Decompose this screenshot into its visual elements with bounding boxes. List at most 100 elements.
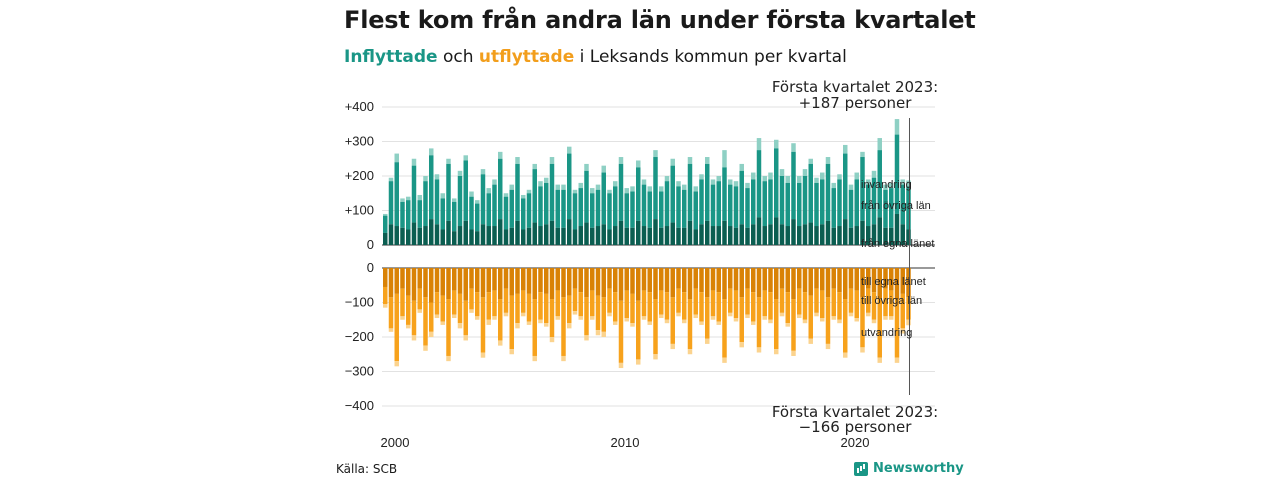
bar-outflow-foreign <box>745 314 750 319</box>
bar-inflow-other <box>751 179 756 225</box>
bar-inflow-other <box>607 193 612 230</box>
bar-outflow-foreign <box>814 312 819 317</box>
y-tick-label: 0 <box>367 237 374 252</box>
bar-outflow-foreign <box>636 359 641 365</box>
bar-outflow-other <box>791 299 796 351</box>
bar-inflow-foreign <box>463 155 468 161</box>
bar-inflow-foreign <box>538 181 543 187</box>
bar-outflow-other <box>871 292 877 320</box>
bar-inflow-own <box>762 226 767 245</box>
bar-inflow-own <box>440 229 445 245</box>
bar-inflow-own <box>710 226 716 245</box>
bar-inflow-foreign <box>722 150 727 168</box>
bar-outflow-foreign <box>578 316 583 320</box>
bar-inflow-own <box>848 227 854 245</box>
bar-outflow-foreign <box>475 316 480 320</box>
bar-outflow-foreign <box>457 323 463 329</box>
bar-outflow-foreign <box>601 331 606 337</box>
bar-outflow-own <box>394 268 399 294</box>
bar-outflow-own <box>900 268 905 294</box>
bar-outflow-other <box>693 288 698 315</box>
label-outflow-own: till egna länet <box>861 276 926 288</box>
bar-inflow-foreign <box>837 174 842 180</box>
bar-outflow-foreign <box>641 316 647 320</box>
bar-outflow-foreign <box>693 314 698 319</box>
bar-inflow-foreign <box>716 176 721 182</box>
bar-outflow-foreign <box>664 319 670 324</box>
bar-inflow-foreign <box>509 184 514 190</box>
bar-inflow-own <box>429 219 434 245</box>
bar-inflow-other <box>831 188 836 228</box>
bar-inflow-foreign <box>808 158 813 164</box>
y-tick-label: +300 <box>345 134 374 149</box>
bar-outflow-other <box>785 292 790 324</box>
bar-inflow-own <box>538 226 543 245</box>
bar-inflow-other <box>693 191 698 230</box>
bar-inflow-own <box>825 220 831 245</box>
bar-outflow-own <box>383 268 388 287</box>
bar-inflow-other <box>687 163 693 221</box>
bar-inflow-foreign <box>791 143 796 152</box>
bar-outflow-other <box>383 286 388 305</box>
bar-inflow-foreign <box>831 182 836 189</box>
bar-outflow-foreign <box>825 343 831 350</box>
bar-inflow-foreign <box>607 189 612 194</box>
bar-outflow-foreign <box>567 323 572 329</box>
bar-inflow-other <box>417 200 422 228</box>
bar-outflow-own <box>446 268 451 300</box>
bar-inflow-other <box>808 163 813 223</box>
bar-outflow-other <box>624 290 629 319</box>
bar-inflow-own <box>521 229 526 245</box>
bar-outflow-other <box>475 292 480 317</box>
bar-outflow-own <box>871 268 877 293</box>
bar-inflow-foreign <box>699 174 704 180</box>
bar-inflow-foreign <box>906 180 911 187</box>
bar-outflow-other <box>486 292 491 320</box>
bar-outflow-own <box>417 268 422 289</box>
bar-outflow-own <box>722 268 727 300</box>
bar-outflow-own <box>584 268 589 298</box>
bar-outflow-other <box>498 299 503 341</box>
bar-inflow-other <box>469 196 474 230</box>
bar-outflow-own <box>768 268 773 293</box>
bar-outflow-own <box>509 268 514 296</box>
bar-outflow-foreign <box>549 337 555 343</box>
bar-inflow-other <box>670 165 675 223</box>
bar-inflow-other <box>578 188 583 227</box>
bar-outflow-own <box>733 268 739 291</box>
bar-outflow-foreign <box>808 338 813 344</box>
bar-outflow-foreign <box>676 312 681 317</box>
bar-inflow-own <box>871 224 877 245</box>
bar-inflow-own <box>653 219 658 245</box>
bar-outflow-own <box>710 268 716 291</box>
bar-inflow-other <box>820 179 825 225</box>
bar-outflow-other <box>733 290 739 319</box>
bar-outflow-own <box>406 268 411 296</box>
bar-outflow-own <box>866 268 871 289</box>
y-tick-label: +400 <box>345 99 374 114</box>
label-outflow-other: till övriga län <box>861 295 922 307</box>
bar-inflow-other <box>630 191 635 228</box>
bar-outflow-foreign <box>768 319 773 324</box>
bar-inflow-other <box>825 163 831 221</box>
bar-inflow-foreign <box>751 172 756 180</box>
bar-outflow-other <box>630 293 635 324</box>
bar-outflow-own <box>429 268 434 303</box>
bar-inflow-foreign <box>400 198 405 202</box>
bar-inflow-own <box>515 220 520 245</box>
bar-inflow-own <box>791 219 796 245</box>
bar-outflow-own <box>641 268 647 291</box>
bar-outflow-own <box>607 268 612 289</box>
bar-inflow-other <box>745 188 750 228</box>
bar-outflow-other <box>814 288 819 313</box>
bar-outflow-own <box>682 268 687 293</box>
bar-outflow-foreign <box>469 309 474 313</box>
bar-inflow-own <box>837 226 842 245</box>
bar-outflow-own <box>693 268 698 289</box>
bar-outflow-foreign <box>843 352 848 358</box>
bar-inflow-foreign <box>664 176 670 182</box>
bar-inflow-foreign <box>469 191 474 197</box>
bar-outflow-own <box>820 268 825 291</box>
bar-inflow-foreign <box>636 160 641 168</box>
bar-outflow-own <box>572 268 578 289</box>
